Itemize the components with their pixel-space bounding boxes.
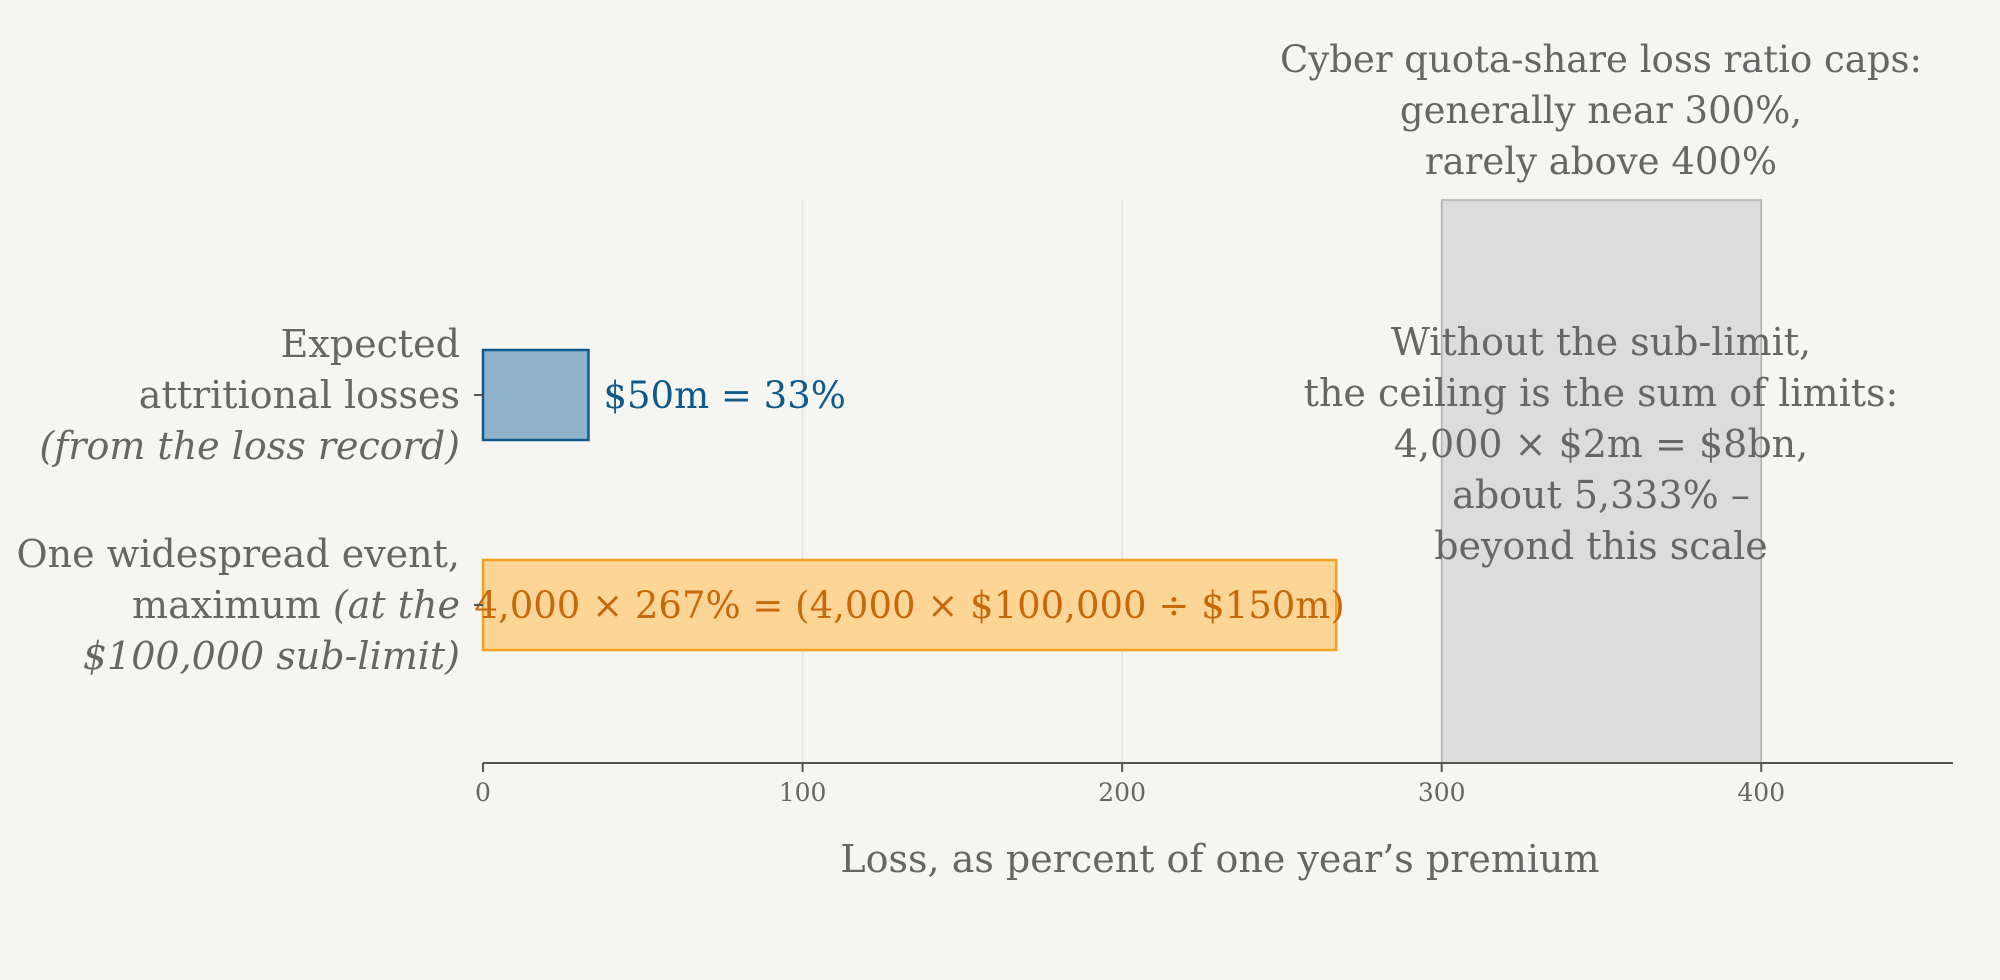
category-label-part: Expected: [281, 322, 460, 366]
band-title: Cyber quota-share loss ratio caps: genera…: [1280, 38, 1922, 183]
bar-1: [481, 558, 1338, 652]
band-title-line: Cyber quota-share loss ratio caps:: [1280, 38, 1922, 81]
x-tick-label-300: 300: [1418, 778, 1466, 807]
x-tick-label-200: 200: [1098, 778, 1146, 807]
bar-0: [481, 348, 590, 442]
band-title-line: generally near 300%,: [1400, 89, 1802, 132]
annotations: Without the sub-limit, the ceiling is the…: [1304, 320, 1899, 568]
category-label-part: maximum: [132, 583, 333, 627]
category-label-part: One widespread event,: [17, 532, 461, 576]
annotation-line: Without the sub-limit,: [1391, 320, 1811, 364]
x-tick-label-100: 100: [779, 778, 827, 807]
annotation-line: 4,000 × $2m = $8bn,: [1394, 422, 1808, 466]
x-axis: 0 100 200 300 400 Loss, as percent of one yea…: [475, 762, 1953, 881]
category-label-part: attritional losses: [139, 373, 460, 417]
category-label-part: (from the loss record): [39, 424, 460, 468]
cap-band: Cyber quota-share loss ratio caps: genera…: [1280, 38, 1922, 764]
data-label-0: $50m = 33%: [603, 374, 845, 417]
x-tick-label-400: 400: [1737, 778, 1785, 807]
data-label-1: 4,000 × 267% = (4,000 × $100,000 ÷ $150m…: [474, 584, 1344, 627]
annotation-line: the ceiling is the sum of limits:: [1304, 371, 1899, 415]
x-axis-label: Loss, as percent of one year’s premium: [840, 837, 1599, 881]
category-label-part: (at the: [333, 583, 460, 627]
x-tick-label-0: 0: [475, 778, 491, 807]
category-label-part: $100,000 sub-limit): [83, 634, 460, 678]
sum-of-limits-annotation: Without the sub-limit, the ceiling is the…: [1304, 320, 1899, 568]
annotation-line: beyond this scale: [1434, 524, 1768, 568]
category-label-0: Expected attritional losses (from the loss…: [39, 322, 460, 468]
band-title-line: rarely above 400%: [1425, 140, 1777, 183]
category-labels: Expected attritional losses (from the loss…: [17, 322, 483, 678]
annotation-line: about 5,333% –: [1452, 473, 1750, 517]
bars: $50m = 33% 4,000 × 267% = (4,000 × $100,0…: [474, 348, 1345, 652]
category-label-1: One widespread event, maximum (at the $100…: [17, 532, 461, 678]
